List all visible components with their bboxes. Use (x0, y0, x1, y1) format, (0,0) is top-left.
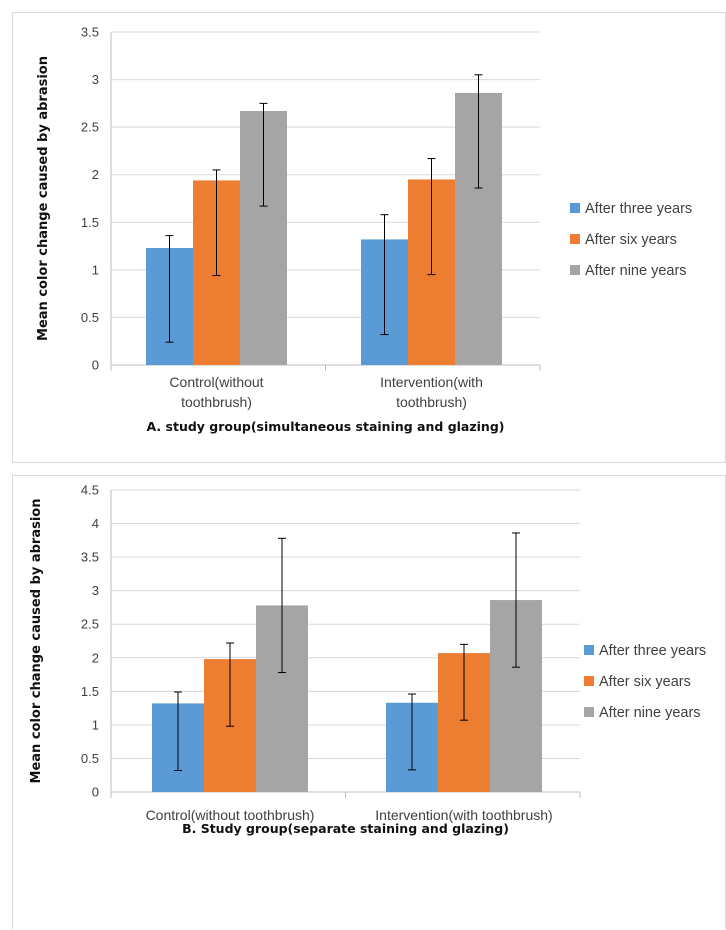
y-tick-label: 2 (92, 650, 99, 665)
chart-b-svg: 0 0.5 1 1.5 2 2.5 3 3.5 4 4.5 Control(without toot… (29, 483, 706, 837)
y-tick-label: 3.5 (81, 550, 99, 565)
legend-swatch (570, 203, 580, 213)
y-tick-label: 1 (92, 717, 99, 732)
legend-label: After six years (585, 232, 677, 248)
legend-label: After six years (599, 674, 691, 690)
legend-swatch (570, 234, 580, 244)
x-axis-title: A. study group(simultaneous staining and… (147, 419, 505, 434)
y-tick-label: 3.5 (81, 25, 99, 40)
legend-label: After nine years (585, 263, 687, 279)
y-tick-label: 1 (92, 262, 99, 277)
y-tick-label: 0.5 (81, 751, 99, 766)
y-tick-label: 1.5 (81, 215, 99, 230)
y-tick-label: 2 (92, 167, 99, 182)
legend-swatch (584, 707, 594, 717)
y-axis-title: Mean color change caused by abrasion (36, 56, 51, 341)
legend-label: After nine years (599, 705, 701, 721)
y-tick-label: 0.5 (81, 310, 99, 325)
y-tick-label: 2.5 (81, 120, 99, 135)
y-tick-label: 3 (92, 583, 99, 598)
y-tick-label: 4.5 (81, 483, 99, 498)
legend-label: After three years (585, 201, 692, 217)
x-axis-title: B. Study group(separate staining and gla… (182, 821, 509, 836)
x-category-label: Intervention(with toothbrush) (380, 374, 483, 410)
y-axis-title: Mean color change caused by abrasion (29, 499, 44, 784)
legend-label: After three years (599, 643, 706, 659)
chart-panel-b: 0 0.5 1 1.5 2 2.5 3 3.5 4 4.5 Control(without toot… (12, 475, 726, 929)
y-tick-label: 4 (92, 516, 99, 531)
y-tick-label: 0 (92, 785, 99, 800)
y-tick-label: 2.5 (81, 617, 99, 632)
y-tick-label: 1.5 (81, 684, 99, 699)
y-tick-label: 3 (92, 72, 99, 87)
y-tick-label: 0 (92, 358, 99, 373)
chart-panel-a: 0 0.5 1 1.5 2 2.5 3 3.5 Control(without toothbrus… (12, 12, 726, 463)
legend-swatch (584, 676, 594, 686)
x-category-label: Control(without toothbrush) (169, 374, 263, 410)
x-category-label: Intervention(with toothbrush) (375, 807, 552, 823)
chart-a-svg: 0 0.5 1 1.5 2 2.5 3 3.5 Control(without toothbrus… (36, 25, 692, 435)
legend-swatch (570, 265, 580, 275)
legend-swatch (584, 645, 594, 655)
x-category-label: Control(without toothbrush) (146, 807, 315, 823)
